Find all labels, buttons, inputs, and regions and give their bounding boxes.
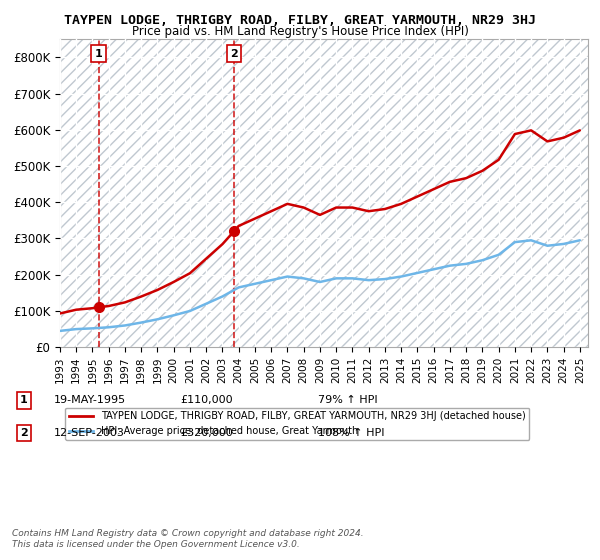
Text: 1: 1 [95, 49, 103, 59]
Text: Price paid vs. HM Land Registry's House Price Index (HPI): Price paid vs. HM Land Registry's House … [131, 25, 469, 38]
Bar [60, 39, 588, 347]
Text: £320,000: £320,000 [180, 428, 233, 438]
Legend: TAYPEN LODGE, THRIGBY ROAD, FILBY, GREAT YARMOUTH, NR29 3HJ (detached house), HP: TAYPEN LODGE, THRIGBY ROAD, FILBY, GREAT… [65, 408, 529, 440]
Text: 2: 2 [230, 49, 238, 59]
Text: Contains HM Land Registry data © Crown copyright and database right 2024.
This d: Contains HM Land Registry data © Crown c… [12, 529, 364, 549]
Text: 2: 2 [20, 428, 28, 438]
Text: 19-MAY-1995: 19-MAY-1995 [54, 395, 126, 405]
Text: 108% ↑ HPI: 108% ↑ HPI [318, 428, 385, 438]
Text: £110,000: £110,000 [180, 395, 233, 405]
Text: 1: 1 [20, 395, 28, 405]
Text: TAYPEN LODGE, THRIGBY ROAD, FILBY, GREAT YARMOUTH, NR29 3HJ: TAYPEN LODGE, THRIGBY ROAD, FILBY, GREAT… [64, 14, 536, 27]
Text: 12-SEP-2003: 12-SEP-2003 [54, 428, 125, 438]
Bar [60, 39, 588, 347]
Text: 79% ↑ HPI: 79% ↑ HPI [318, 395, 377, 405]
